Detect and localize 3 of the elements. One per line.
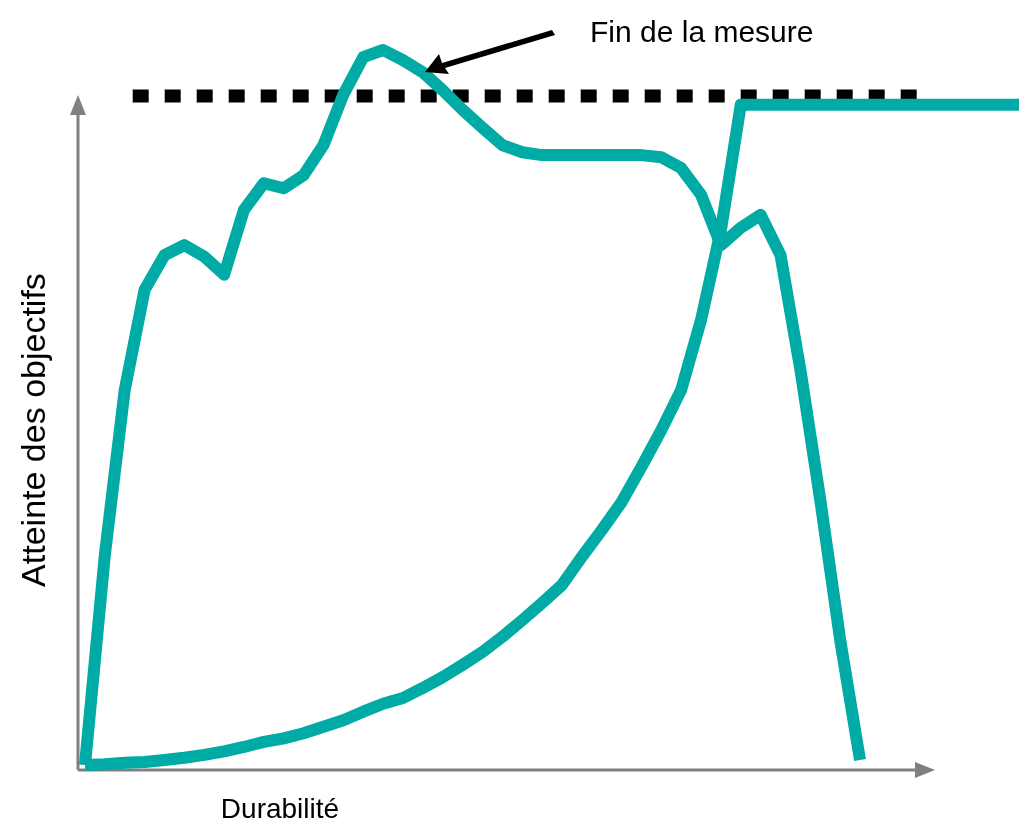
y-axis-title: Atteinte des objectifs xyxy=(14,273,52,587)
x-axis-title: Durabilité xyxy=(220,793,340,824)
text: Fin de la mesure xyxy=(590,15,814,48)
